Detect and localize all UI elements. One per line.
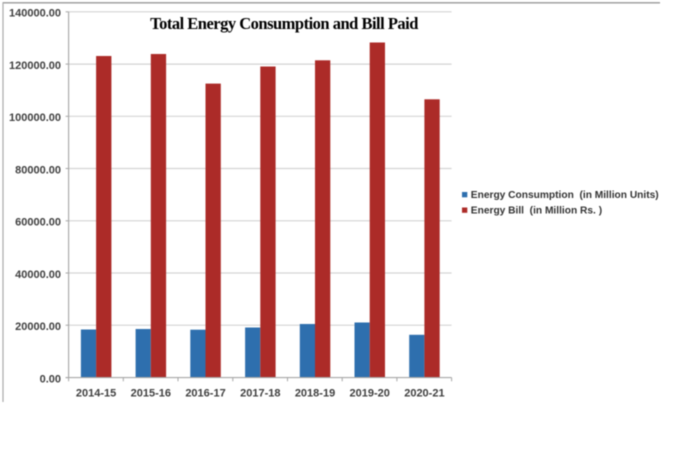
svg-text:2014-15: 2014-15 — [76, 388, 116, 400]
svg-text:20000.00: 20000.00 — [15, 321, 61, 333]
svg-text:120000.00: 120000.00 — [9, 60, 61, 72]
svg-text:Energy Consumption (in Millio: Energy Consumption (in Million Units) — [471, 190, 659, 201]
svg-text:2018-19: 2018-19 — [295, 388, 335, 400]
svg-text:100000.00: 100000.00 — [9, 112, 61, 124]
svg-text:2016-17: 2016-17 — [185, 388, 225, 400]
svg-text:Energy Bill (in Million Rs. ): Energy Bill (in Million Rs. ) — [471, 206, 602, 217]
svg-text:Total Energy Consumption and B: Total Energy Consumption and Bill Paid — [150, 14, 418, 33]
svg-text:2019-20: 2019-20 — [350, 388, 390, 400]
svg-text:40000.00: 40000.00 — [15, 269, 61, 281]
svg-text:140000.00: 140000.00 — [9, 8, 61, 20]
svg-text:0.00: 0.00 — [40, 373, 61, 385]
svg-text:2020-21: 2020-21 — [404, 388, 444, 400]
svg-text:2017-18: 2017-18 — [240, 388, 280, 400]
svg-text:60000.00: 60000.00 — [15, 217, 61, 229]
svg-text:80000.00: 80000.00 — [15, 164, 61, 176]
svg-text:2015-16: 2015-16 — [131, 388, 171, 400]
